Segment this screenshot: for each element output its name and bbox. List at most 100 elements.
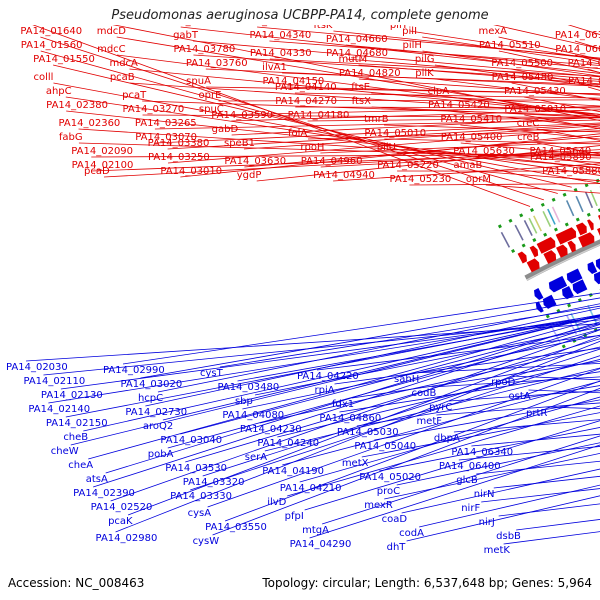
- reverse-gene-label-58: PA14_06400: [439, 461, 501, 472]
- forward-gene-arrow: [517, 251, 527, 264]
- forward-gene-label-23: PA14_03010: [160, 166, 222, 177]
- forward-gene-arrow: [567, 240, 576, 253]
- forward-leader-26: [193, 54, 600, 82]
- forward-gene-label-58: PA14_05220: [377, 160, 439, 171]
- forward-gene-label-85: PA14_06150: [555, 30, 600, 41]
- reverse-gene-label-37: mtgA: [302, 525, 329, 536]
- reverse-gene-label-8: atsA: [86, 474, 108, 485]
- forward-gene-label-44: folA: [288, 128, 307, 139]
- reverse-leader-41: [351, 360, 600, 399]
- reverse-gene-label-29: PA14_04080: [222, 410, 284, 421]
- reverse-gene-label-27: PA14_03480: [217, 382, 279, 393]
- forward-gene-arrow: [543, 250, 557, 264]
- reverse-gene-label-1: PA14_02110: [23, 376, 85, 387]
- reverse-leader-53: [431, 376, 600, 388]
- reverse-leader-12: [115, 340, 600, 533]
- reverse-gene-label-40: rpiA: [315, 385, 335, 396]
- reverse-gene-label-51: dhT: [387, 542, 407, 553]
- reverse-leader-13: [122, 292, 600, 365]
- forward-leader-24: [180, 26, 600, 74]
- reverse-gene-label-19: pobA: [148, 449, 174, 460]
- reverse-gene-arrow: [550, 275, 568, 292]
- reverse-gene-label-10: PA14_02520: [91, 502, 153, 513]
- reverse-gene-label-30: PA14_04230: [240, 424, 302, 435]
- forward-gene-arrow: [575, 222, 587, 236]
- forward-gene-label-76: PA14_05480: [492, 72, 554, 83]
- forward-leader-30: [218, 106, 600, 116]
- forward-gene-label-57: pilU: [377, 142, 396, 153]
- forward-gene-label-18: PA14_03270: [123, 104, 185, 115]
- outer-band-mark: [565, 200, 575, 217]
- forward-leader-60: [409, 30, 600, 61]
- reverse-gene-label-55: metF: [416, 416, 442, 427]
- forward-gene-label-56: PA14_05010: [364, 128, 426, 139]
- reverse-gene-label-4: PA14_02150: [46, 418, 108, 429]
- forward-leader-45: [320, 141, 600, 154]
- reverse-gene-arrow: [593, 271, 600, 285]
- forward-gene-label-73: mexA: [479, 26, 508, 37]
- reverse-leader-45: [361, 412, 600, 458]
- forward-gene-label-54: ftsX: [352, 96, 371, 107]
- forward-gene-arrow: [597, 227, 600, 237]
- reverse-leader-46: [379, 427, 600, 472]
- forward-gene-label-38: PA14_04330: [250, 48, 312, 59]
- reverse-leader-18: [180, 323, 600, 435]
- forward-leader-42: [295, 106, 600, 109]
- forward-gene-label-61: pilI: [402, 26, 417, 37]
- reverse-leader-32: [264, 367, 600, 452]
- forward-leader-11: [103, 149, 600, 178]
- forward-leader-6: [66, 110, 600, 169]
- reverse-leader-33: [282, 380, 600, 466]
- forward-gene-label-13: mdcD: [97, 26, 127, 37]
- reverse-gene-label-7: cheA: [68, 460, 93, 471]
- reverse-leader-22: [190, 355, 600, 491]
- forward-gene-label-80: creB: [517, 132, 540, 143]
- reverse-gene-label-25: cysW: [193, 536, 220, 547]
- reverse-leader-11: [127, 335, 600, 516]
- reverse-leader-15: [157, 303, 600, 393]
- reverse-leader-37: [321, 435, 600, 525]
- forward-gene-label-11: pcaD: [84, 166, 110, 177]
- forward-gene-label-49: PA14_04660: [326, 34, 388, 45]
- inner-band-mark: [566, 315, 578, 335]
- forward-gene-label-35: ygdP: [237, 170, 262, 181]
- forward-gene-label-5: ahpC: [46, 86, 72, 97]
- reverse-leader-30: [259, 346, 600, 424]
- forward-gene-label-37: PA14_04340: [249, 30, 311, 41]
- reverse-leader-35: [287, 405, 600, 497]
- reverse-gene-label-46: PA14_05020: [359, 472, 421, 483]
- forward-gene-label-9: PA14_02090: [71, 146, 133, 157]
- forward-gene-label-82: PA14_05890: [530, 152, 592, 163]
- forward-gene-label-52: PA14_04820: [339, 68, 401, 79]
- reverse-gene-arrow: [542, 294, 557, 309]
- reverse-leader-44: [374, 399, 600, 441]
- reverse-leader-7: [88, 317, 600, 460]
- forward-gene-label-28: spuA: [186, 76, 211, 87]
- reverse-gene-label-14: PA14_03020: [120, 379, 182, 390]
- forward-gene-label-66: PA14_05420: [428, 100, 490, 111]
- reverse-leader-48: [384, 452, 600, 500]
- forward-gene-label-21: PA14_03380: [148, 138, 210, 149]
- forward-gene-label-64: pilK: [415, 68, 434, 79]
- forward-gene-label-65: clpA: [428, 86, 450, 97]
- reverse-leader-27: [237, 315, 600, 382]
- forward-leader-57: [396, 152, 600, 157]
- reverse-gene-arrow: [533, 288, 544, 301]
- reverse-gene-label-54: pyrC: [429, 402, 452, 413]
- reverse-gene-label-45: metX: [342, 458, 369, 469]
- reverse-gene-label-62: nirJ: [479, 517, 495, 528]
- forward-gene-label-17: pcaT: [122, 90, 147, 101]
- reverse-gene-label-57: PA14_06340: [451, 447, 513, 458]
- reverse-leader-36: [304, 420, 600, 511]
- forward-gene-label-50: PA14_04680: [326, 48, 388, 59]
- forward-gene-label-2: PA14_01560: [21, 40, 83, 51]
- reverse-leader-29: [242, 334, 600, 410]
- reverse-gene-label-28: sbp: [235, 396, 253, 407]
- reverse-leader-17: [162, 315, 600, 421]
- forward-leader-21: [167, 123, 600, 150]
- reverse-leader-63: [516, 519, 600, 531]
- forward-leader-62: [422, 50, 600, 77]
- forward-gene-label-8: fabG: [59, 132, 83, 143]
- forward-gene-label-16: pcaB: [110, 72, 135, 83]
